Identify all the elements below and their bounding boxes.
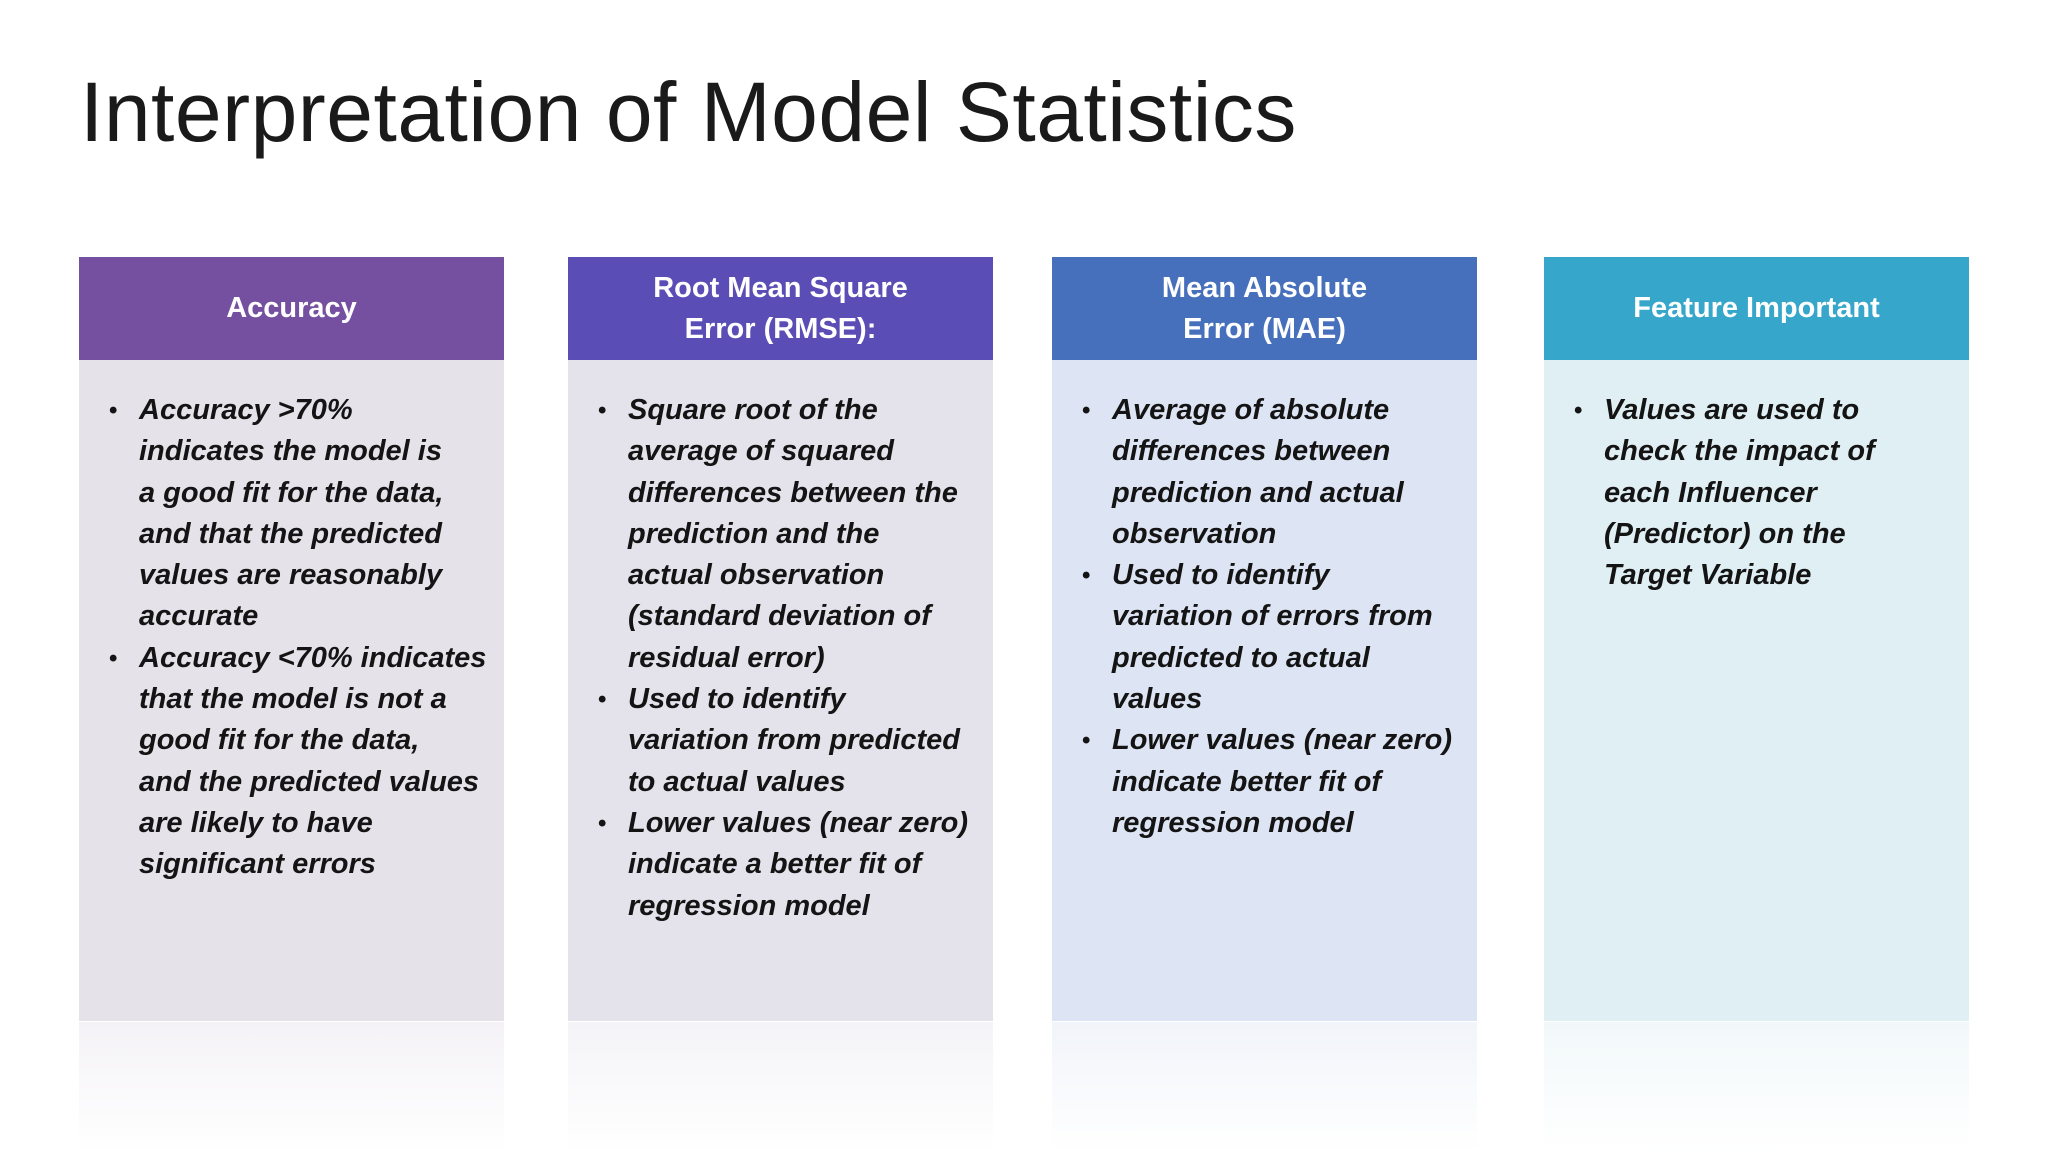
- card-reflection: [79, 1022, 504, 1152]
- bullet-dot-icon: •: [1082, 397, 1091, 424]
- bullet-dot-icon: •: [598, 397, 607, 424]
- card-header-rmse: Root Mean Square Error (RMSE):: [568, 257, 993, 360]
- bullet-dot-icon: •: [109, 644, 118, 672]
- bullet-list: • Accuracy >70% indicates the model is a …: [109, 390, 490, 886]
- bullet-dot-icon: •: [1574, 397, 1583, 424]
- card-body-mae: • Average of absolute differences between…: [1052, 360, 1477, 1021]
- bullet-dot-icon: •: [598, 686, 607, 714]
- card-body-rmse: • Square root of the average of squared d…: [568, 360, 993, 1021]
- bullet-text: Values are used to check the impact of e…: [1604, 394, 1875, 592]
- bullet-text: Lower values (near zero) indicate a bett…: [628, 806, 969, 922]
- card-body-accuracy: • Accuracy >70% indicates the model is a …: [79, 360, 504, 1021]
- slide-title: Interpretation of Model Statistics: [80, 65, 1297, 159]
- bullet-text: Accuracy <70% indicates that the model i…: [139, 641, 487, 881]
- card-reflection: [1052, 1022, 1477, 1152]
- card-accuracy: Accuracy • Accuracy >70% indicates the mo…: [79, 257, 504, 1021]
- bullet-item: • Lower values (near zero) indicate bette…: [1082, 720, 1463, 844]
- bullet-item: • Values are used to check the impact of …: [1574, 390, 1955, 596]
- card-reflection: [568, 1022, 993, 1152]
- bullet-item: • Square root of the average of squared d…: [598, 390, 979, 679]
- bullet-item: • Accuracy <70% indicates that the model …: [109, 638, 490, 886]
- bullet-item: • Used to identify variation of errors fr…: [1082, 555, 1463, 720]
- bullet-list: • Average of absolute differences between…: [1082, 390, 1463, 844]
- card-mae: Mean Absolute Error (MAE) • Average of ab…: [1052, 257, 1477, 1021]
- bullet-list: • Square root of the average of squared d…: [598, 390, 979, 927]
- bullet-item: • Average of absolute differences between…: [1082, 390, 1463, 555]
- card-header-mae: Mean Absolute Error (MAE): [1052, 257, 1477, 360]
- bullet-dot-icon: •: [598, 809, 607, 837]
- bullet-dot-icon: •: [1082, 562, 1091, 590]
- bullet-item: • Accuracy >70% indicates the model is a …: [109, 390, 490, 638]
- bullet-text: Square root of the average of squared di…: [628, 394, 958, 674]
- bullet-item: • Lower values (near zero) indicate a bet…: [598, 803, 979, 927]
- bullet-text: Lower values (near zero) indicate better…: [1112, 724, 1453, 839]
- card-reflection: [1544, 1022, 1969, 1152]
- bullet-text: Used to identify variation from predicte…: [628, 683, 960, 798]
- card-body-feature-important: • Values are used to check the impact of …: [1544, 360, 1969, 1021]
- card-rmse: Root Mean Square Error (RMSE): • Square r…: [568, 257, 993, 1021]
- bullet-list: • Values are used to check the impact of …: [1574, 390, 1955, 596]
- bullet-dot-icon: •: [109, 397, 118, 424]
- bullet-item: • Used to identify variation from predict…: [598, 679, 979, 803]
- bullet-text: Accuracy >70% indicates the model is a g…: [139, 394, 444, 633]
- bullet-text: Average of absolute differences between …: [1112, 394, 1404, 550]
- card-header-feature-important: Feature Important: [1544, 257, 1969, 360]
- bullet-dot-icon: •: [1082, 727, 1091, 755]
- card-feature-important: Feature Important • Values are used to ch…: [1544, 257, 1969, 1021]
- bullet-text: Used to identify variation of errors fro…: [1112, 559, 1433, 716]
- card-header-accuracy: Accuracy: [79, 257, 504, 360]
